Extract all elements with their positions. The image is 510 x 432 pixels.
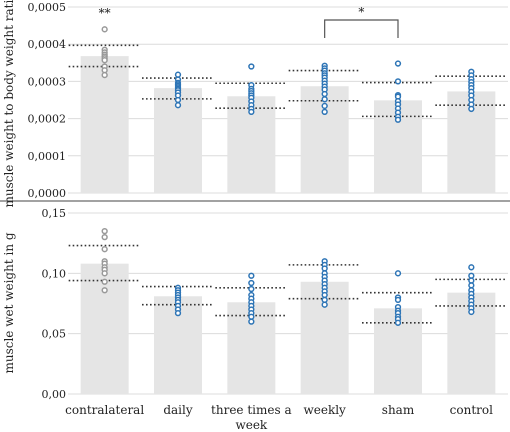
y-tick-label: 0,0003 — [28, 75, 67, 88]
data-point — [468, 264, 475, 271]
data-point — [101, 227, 108, 235]
data-point — [101, 57, 108, 64]
x-tick-label: contralateral — [65, 403, 144, 417]
data-point — [101, 233, 108, 241]
data-point — [248, 272, 255, 279]
x-tick-label: sham — [382, 403, 415, 417]
data-point — [248, 279, 255, 287]
data-point — [468, 308, 475, 316]
data-point — [248, 285, 255, 293]
bar-1 — [80, 263, 129, 394]
data-point — [248, 108, 255, 116]
data-point — [394, 270, 402, 277]
data-point — [101, 67, 108, 74]
data-point — [321, 108, 328, 116]
data-point — [248, 63, 255, 70]
data-point — [394, 60, 402, 67]
significance-marker: ** — [99, 6, 111, 20]
data-point — [321, 102, 328, 110]
y-tick-label: 0,0001 — [28, 150, 67, 163]
data-point — [101, 287, 108, 294]
significance-marker: * — [358, 5, 364, 19]
bottom-y-axis-label: muscle wet weight in g — [2, 232, 16, 373]
data-point — [101, 270, 108, 277]
data-point — [101, 246, 108, 253]
data-point — [174, 96, 182, 104]
data-point — [394, 116, 402, 123]
x-tick-label: weekly — [303, 403, 346, 417]
y-tick-label: 0,15 — [42, 207, 67, 220]
x-tick-label: week — [235, 418, 267, 432]
y-tick-label: 0,0005 — [28, 1, 67, 14]
data-point — [321, 301, 328, 308]
bar-1 — [80, 56, 129, 193]
y-tick-label: 0,00 — [42, 388, 67, 401]
data-point — [321, 90, 328, 98]
data-point — [174, 102, 182, 109]
data-point — [394, 78, 402, 85]
data-point — [394, 319, 402, 326]
data-point — [101, 278, 108, 285]
data-point — [101, 71, 108, 79]
data-point — [101, 26, 108, 33]
data-point — [394, 296, 402, 304]
data-point — [174, 71, 182, 78]
y-tick-label: 0,0000 — [28, 187, 67, 200]
data-point — [248, 318, 255, 325]
x-tick-label: daily — [163, 403, 193, 417]
y-tick-label: 0,05 — [42, 328, 67, 341]
bottom-panel: 0,00 0,05 0,10 0,15 contralateral daily three … — [42, 207, 508, 432]
x-tick-label: three times a — [211, 403, 292, 417]
data-point — [321, 96, 328, 103]
y-tick-label: 0,0002 — [28, 113, 67, 126]
data-point — [468, 105, 475, 113]
y-tick-label: 0,10 — [42, 267, 67, 280]
y-tick-label: 0,0004 — [28, 38, 67, 51]
data-point — [174, 310, 182, 317]
significance-bracket — [324, 19, 399, 38]
top-y-axis-label: muscle weight to body weight ratio — [2, 0, 16, 208]
x-tick-label: control — [450, 403, 493, 417]
